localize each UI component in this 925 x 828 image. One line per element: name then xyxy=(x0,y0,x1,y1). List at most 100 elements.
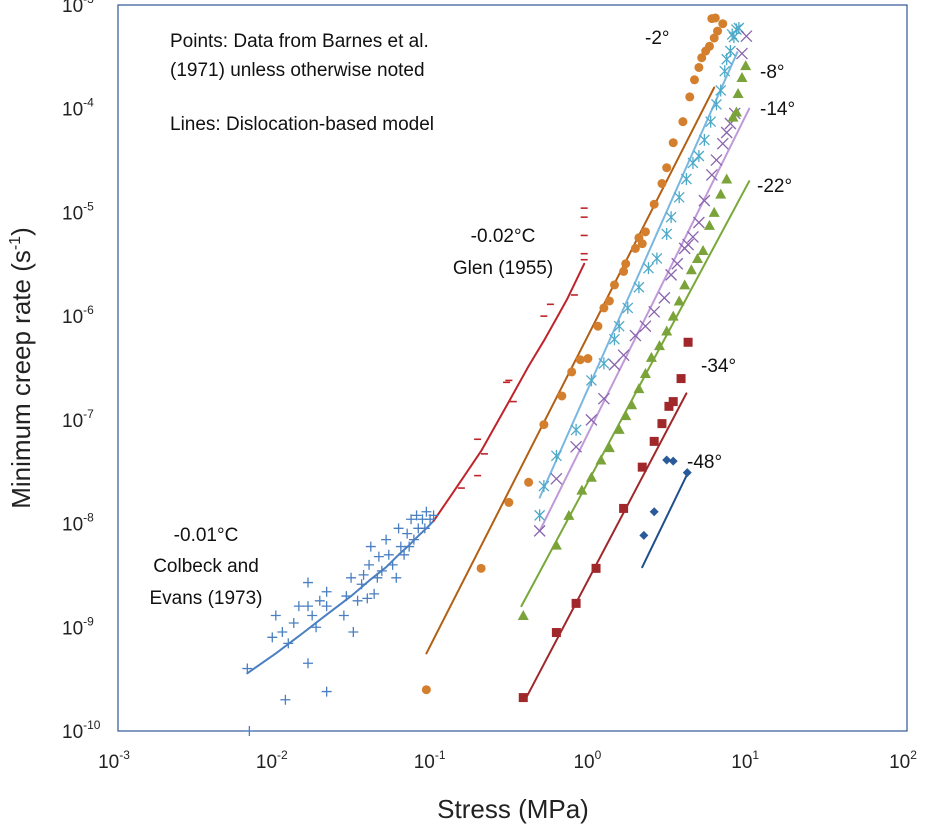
data-point-m22 xyxy=(595,454,607,465)
x-tick-exponent: 2 xyxy=(910,748,917,762)
label-temp-minus-48: -48° xyxy=(687,452,722,473)
data-point-m14 xyxy=(648,305,661,318)
data-point-colbeck xyxy=(364,559,375,570)
data-point-colbeck xyxy=(411,510,422,521)
data-point-m2 xyxy=(575,355,585,365)
y-tick-label: 10-10 xyxy=(62,718,101,743)
data-point-m48 xyxy=(649,507,659,517)
data-point-colbeck xyxy=(321,601,332,612)
data-point-m14 xyxy=(705,168,718,181)
x-tick-base: 10 xyxy=(573,752,594,773)
data-point-m22 xyxy=(736,71,748,82)
data-point-m22 xyxy=(667,310,679,321)
data-point-m14 xyxy=(698,194,711,207)
data-point-m34 xyxy=(683,337,693,347)
data-point-colbeck xyxy=(387,559,398,570)
data-point-m2 xyxy=(621,259,631,269)
data-point-m22 xyxy=(563,509,575,520)
data-point-m22 xyxy=(730,106,742,117)
model-line-m34 xyxy=(524,392,688,701)
data-point-m2 xyxy=(609,280,619,290)
data-point-m8 xyxy=(538,480,550,493)
x-tick-label: 10-1 xyxy=(414,748,446,773)
data-point-m2 xyxy=(539,420,549,430)
y-axis-title-end: ) xyxy=(6,227,36,236)
data-point-m22 xyxy=(685,264,697,275)
data-point-m8 xyxy=(585,374,597,387)
data-point-colbeck xyxy=(399,549,410,560)
x-tick-exponent: -2 xyxy=(277,748,288,762)
x-axis-title: Stress (MPa) xyxy=(437,794,589,824)
data-point-m2 xyxy=(649,199,659,209)
y-tick-label: 10-5 xyxy=(62,199,94,224)
note-lines: Lines: Dislocation-based model xyxy=(170,114,434,135)
data-point-colbeck xyxy=(393,523,404,534)
y-tick-base: 10 xyxy=(62,0,83,17)
data-point-m22 xyxy=(691,252,703,263)
x-tick-label: 102 xyxy=(889,748,917,773)
data-point-colbeck xyxy=(352,595,363,606)
data-point-m22 xyxy=(550,539,562,550)
note-points-line1: Points: Data from Barnes et al. xyxy=(170,31,429,52)
data-point-m34 xyxy=(591,563,601,573)
data-point-m22 xyxy=(732,88,744,99)
data-point-m14 xyxy=(686,231,699,243)
y-tick-label: 10-9 xyxy=(62,614,94,639)
label-glen-temp: -0.02°C xyxy=(471,226,536,247)
x-tick-exponent: 1 xyxy=(752,748,759,762)
data-point-colbeck xyxy=(307,610,318,621)
label-temp-minus-8: -8° xyxy=(760,62,785,83)
data-point-m48 xyxy=(639,530,649,540)
data-point-m8 xyxy=(643,262,654,275)
data-point-m2 xyxy=(694,62,704,72)
data-point-m14 xyxy=(629,329,642,342)
y-tick-base: 10 xyxy=(62,100,83,121)
data-point-m8 xyxy=(550,449,562,462)
data-point-m2 xyxy=(685,92,695,102)
label-temp-minus-2: -2° xyxy=(645,28,670,49)
y-tick-exponent: -7 xyxy=(83,407,94,421)
data-point-colbeck xyxy=(369,588,380,599)
data-point-colbeck xyxy=(358,569,369,580)
label-temp-minus-34: -34° xyxy=(701,356,736,377)
data-point-colbeck xyxy=(408,534,419,545)
data-point-m2 xyxy=(709,33,719,43)
data-point-colbeck xyxy=(421,506,432,517)
data-point-m2 xyxy=(718,19,728,29)
data-point-m14 xyxy=(736,47,748,60)
data-point-colbeck xyxy=(267,632,278,643)
y-tick-label: 10-4 xyxy=(62,96,94,121)
y-tick-exponent: -8 xyxy=(83,511,94,525)
data-point-m2 xyxy=(599,303,609,313)
data-point-m2 xyxy=(476,563,486,573)
model-line-m14 xyxy=(538,107,751,532)
data-point-m14 xyxy=(608,358,621,371)
data-point-m2 xyxy=(593,321,603,331)
x-tick-label: 10-3 xyxy=(98,748,130,773)
data-point-m2 xyxy=(689,75,699,85)
data-point-m34 xyxy=(551,628,561,638)
data-point-m14 xyxy=(550,472,563,485)
data-point-m2 xyxy=(583,354,593,364)
y-tick-exponent: -3 xyxy=(83,0,94,6)
data-point-m22 xyxy=(576,484,588,495)
y-tick-exponent: -10 xyxy=(83,718,101,732)
data-point-colbeck xyxy=(242,663,253,674)
y-tick-base: 10 xyxy=(62,515,83,536)
data-point-colbeck xyxy=(404,541,415,552)
y-tick-base: 10 xyxy=(62,722,83,743)
data-point-m34 xyxy=(664,401,674,411)
data-point-m22 xyxy=(633,383,645,394)
data-points xyxy=(242,13,753,736)
data-point-m2 xyxy=(567,367,577,377)
y-tick-base: 10 xyxy=(62,618,83,639)
data-point-m22 xyxy=(645,351,657,362)
data-point-colbeck xyxy=(314,595,325,606)
data-point-m22 xyxy=(653,340,665,351)
data-point-m48 xyxy=(662,455,672,465)
x-tick-base: 10 xyxy=(414,752,435,773)
data-point-m14 xyxy=(671,257,684,270)
data-point-m22 xyxy=(626,399,638,410)
